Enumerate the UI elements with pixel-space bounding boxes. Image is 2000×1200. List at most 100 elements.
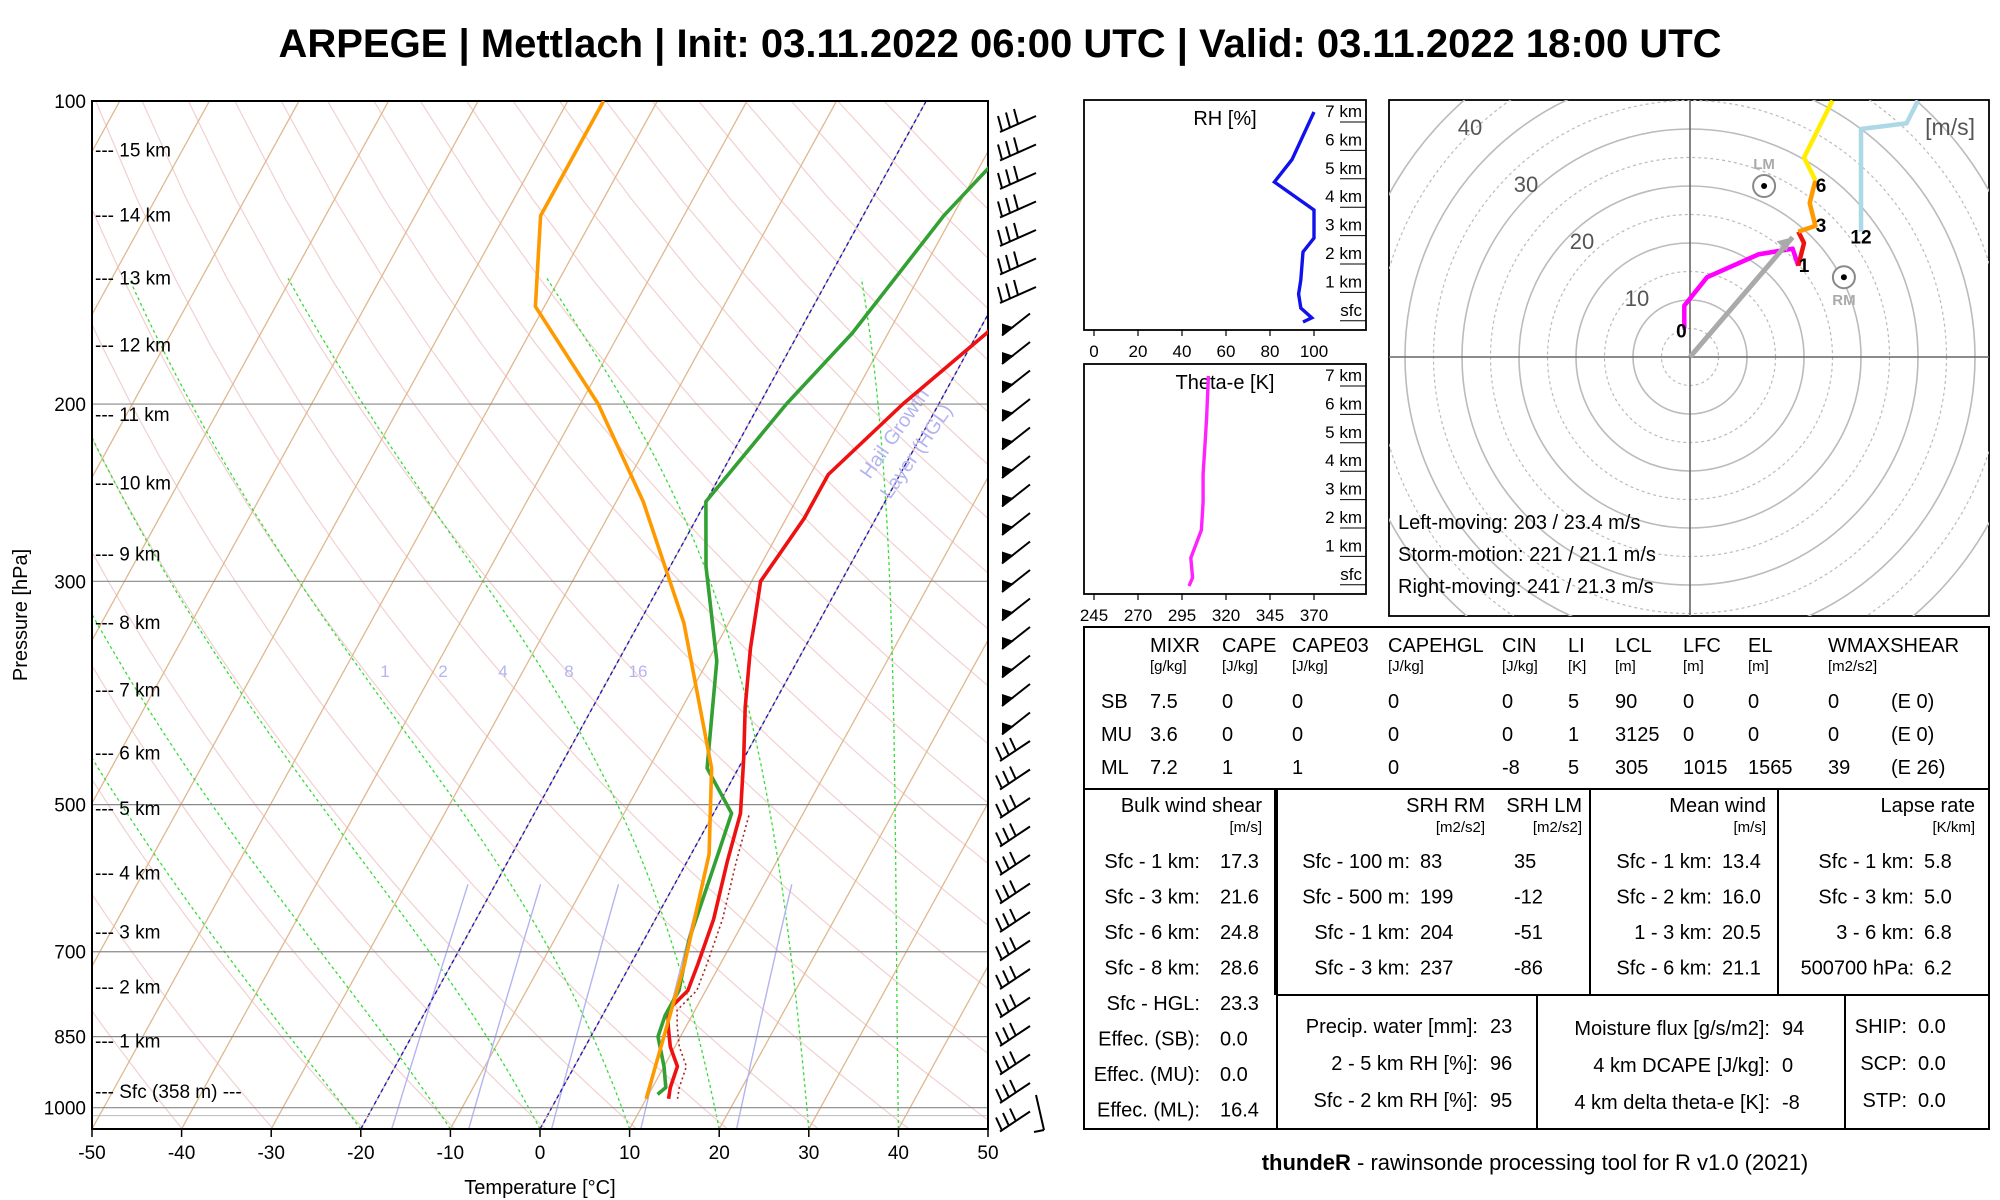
isotherm — [360, 101, 927, 1129]
param-header: EL — [1748, 635, 1772, 657]
barb-pennant — [1002, 523, 1014, 535]
param-value: 0 — [1828, 724, 1839, 746]
isotherm — [718, 638, 988, 1129]
barb-feather — [1009, 1022, 1017, 1037]
level-label: 2 km — [1325, 244, 1362, 263]
panel-x-tick-label: 295 — [1168, 606, 1196, 625]
barb-pennant — [1002, 466, 1014, 478]
level-label: sfc — [1340, 301, 1362, 320]
bulk-shear-value: 0.0 — [1220, 1064, 1248, 1086]
lapse-rate-label: 3 - 6 km: — [1836, 922, 1914, 944]
panel-x-tick-label: 60 — [1217, 342, 1236, 361]
barb-pennant — [1002, 665, 1014, 678]
x-tick-label: 30 — [798, 1143, 819, 1164]
hodo-segment — [1796, 230, 1807, 267]
hodo-segment — [1797, 179, 1818, 234]
hodo-segment — [1858, 100, 1921, 232]
barb-feather — [1013, 251, 1019, 267]
barb-feather — [995, 746, 1003, 761]
barb-pennant — [1002, 551, 1014, 564]
level-label: 7 km — [1325, 366, 1362, 385]
wind-barb — [995, 737, 1031, 762]
param-value: 0 — [1292, 724, 1303, 746]
barb-pennant — [1002, 722, 1014, 735]
moist-adiabat — [860, 278, 900, 1129]
param-value: (E 0) — [1891, 691, 1934, 713]
barb-pennant — [1002, 409, 1014, 421]
hodo-info-text: Storm-motion: 221 / 21.1 m/s — [1398, 544, 1656, 566]
mean-wind-value: 20.5 — [1722, 922, 1761, 944]
param-value: 0 — [1502, 724, 1513, 746]
bulk-shear-value: 28.6 — [1220, 958, 1259, 980]
hodo-grid — [1389, 100, 1989, 616]
dry-adiabat — [466, 101, 988, 687]
param-value: 1565 — [1748, 757, 1793, 779]
hodo-ring-label: 30 — [1514, 172, 1538, 197]
bulk-shear-label: Sfc - 3 km: — [1104, 887, 1200, 909]
hodo-ring-label: 20 — [1570, 229, 1594, 254]
dry-adiabat — [373, 101, 988, 804]
mixing-ratio-line — [391, 884, 469, 1129]
index-value: 0.0 — [1918, 1016, 1946, 1038]
index-value: 0.0 — [1918, 1090, 1946, 1112]
x-tick-label: -10 — [437, 1143, 464, 1164]
dry-adiabat — [605, 101, 988, 520]
param-header: CAPE03 — [1292, 635, 1369, 657]
hodo-frame — [1388, 99, 1990, 617]
barb-feather — [1002, 1112, 1010, 1127]
chart-title: ARPEGE | Mettlach | Init: 03.11.2022 06:… — [278, 22, 1722, 66]
barb-pennant — [1002, 580, 1014, 592]
dry-adiabat — [92, 437, 638, 1129]
param-value: 0 — [1748, 724, 1759, 746]
param-unit: [J/kg] — [1502, 658, 1538, 675]
barb-feather — [997, 229, 1003, 246]
lapse-rate-value: 5.0 — [1924, 887, 1952, 909]
panel-x-tick-label: 20 — [1129, 342, 1148, 361]
level-label: 4 km — [1325, 451, 1362, 470]
bulk-shear-label: Effec. (MU): — [1094, 1064, 1200, 1086]
wind-barb — [995, 1022, 1031, 1047]
barb-feather — [1002, 998, 1010, 1013]
level-label: 4 km — [1325, 187, 1362, 206]
level-label: 1 km — [1325, 536, 1362, 555]
height-label: --- 10 km — [95, 474, 171, 495]
footer-text: - rawinsonde processing tool for R v1.0 … — [1350, 1150, 1809, 1175]
isotherm — [92, 101, 479, 805]
skewt-background — [92, 101, 988, 1129]
mixing-ratio-line — [735, 884, 793, 1129]
barb-feather — [1009, 823, 1017, 837]
param-value: (E 26) — [1891, 757, 1945, 779]
param-value: 3125 — [1615, 724, 1660, 746]
mixing-ratio-line — [550, 884, 620, 1129]
hodograph: 10 20 30 40 [m/s] 0 13 6 12 LM RM Left-moving: 203 … — [1388, 99, 1990, 617]
param-unit: [m2/s2] — [1828, 658, 1877, 675]
bulk-shear-value: 23.3 — [1220, 993, 1259, 1015]
param-value: 0 — [1388, 757, 1399, 779]
flux-value: 94 — [1782, 1018, 1804, 1040]
bulk-shear-value: 0.0 — [1220, 1029, 1248, 1051]
wind-barb — [997, 222, 1037, 247]
wind-barb — [1001, 654, 1031, 679]
barb-feather — [1002, 970, 1010, 984]
barb-feather — [1002, 1084, 1010, 1098]
hodo-info-text: Right-moving: 241 / 21.3 m/s — [1398, 576, 1654, 598]
barb-feather — [995, 860, 1003, 875]
barb-feather — [1009, 1051, 1017, 1065]
storm-motion-arrowhead — [1776, 237, 1793, 252]
lapse-rate-label: Sfc - 1 km: — [1818, 851, 1914, 873]
param-value: 90 — [1615, 691, 1637, 713]
x-tick-label: -30 — [257, 1143, 284, 1164]
dry-adiabat — [92, 207, 819, 1129]
barb-feather — [995, 1060, 1003, 1074]
srh-label: Sfc - 3 km: — [1314, 958, 1410, 980]
lapse-rate-unit: [K/km] — [1932, 819, 1975, 836]
mean-wind-title: Mean wind — [1669, 795, 1766, 817]
level-label: 3 km — [1325, 216, 1362, 235]
height-label: --- 12 km — [95, 336, 171, 357]
lapse-rate-value: 6.8 — [1924, 922, 1952, 944]
srh-label: Sfc - 100 m: — [1302, 851, 1410, 873]
barb-pennant — [1002, 380, 1014, 393]
theta-e-profile-line — [1187, 375, 1211, 587]
panel-x-tick-label: 100 — [1300, 342, 1328, 361]
wind-barb — [997, 165, 1037, 190]
